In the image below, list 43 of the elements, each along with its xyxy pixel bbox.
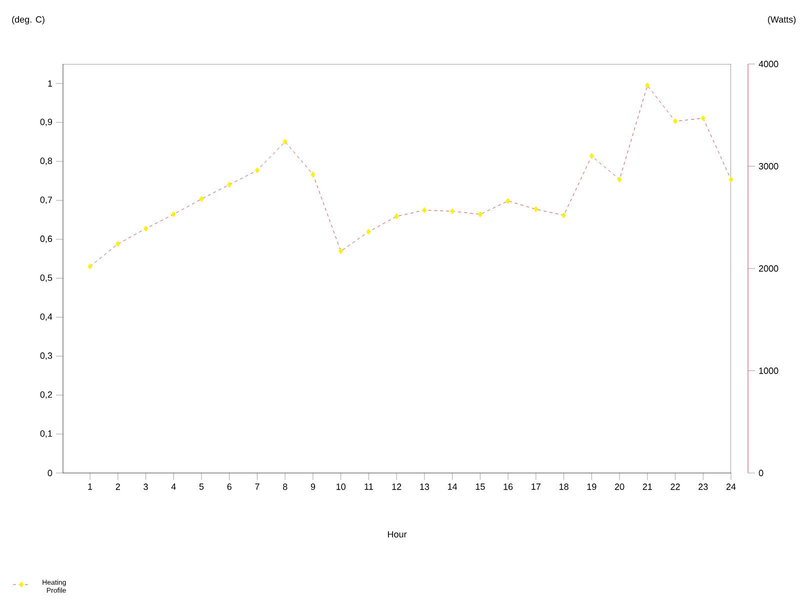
y-tick-label: 0,7 — [40, 196, 52, 204]
x-tick-label: 20 — [614, 484, 624, 490]
x-tick-label: 23 — [698, 484, 708, 490]
y2-tick-label: 4000 — [758, 60, 778, 68]
y-tick-label: 0,2 — [40, 391, 52, 399]
x-tick-label: 17 — [532, 484, 540, 490]
y-tick-label: 0,3 — [40, 352, 52, 360]
y-tick-label: 0,1 — [40, 430, 52, 438]
y2-axis-title: (Watts) — [768, 16, 796, 24]
x-tick-label: 19 — [587, 484, 596, 490]
y-tick-label: 0 — [48, 470, 52, 476]
y2-tick-label: 2000 — [758, 265, 778, 272]
x-tick-label: 24 — [726, 484, 736, 490]
y-tick-label: 0,4 — [40, 313, 52, 321]
x-tick-label: 16 — [504, 484, 513, 490]
x-tick-label: 6 — [227, 484, 232, 490]
x-tick-label: 10 — [336, 484, 346, 490]
x-tick-label: 11 — [364, 484, 373, 490]
x-tick-label: 14 — [448, 484, 458, 490]
x-axis-title: Hour — [388, 531, 407, 538]
x-tick-label: 3 — [144, 484, 148, 490]
x-tick-label: 15 — [476, 484, 485, 490]
y-tick-label: 1 — [48, 80, 52, 87]
x-tick-label: 4 — [171, 484, 176, 490]
x-tick-label: 8 — [283, 484, 288, 490]
x-tick-label: 21 — [642, 484, 652, 490]
y-tick-label: 0,8 — [40, 158, 52, 166]
y-tick-label: 0,9 — [40, 118, 52, 126]
y-tick-label: 0,6 — [40, 236, 52, 243]
y2-tick-label: 0 — [758, 470, 764, 476]
x-tick-label: 12 — [392, 484, 402, 490]
x-tick-label: 13 — [420, 484, 430, 490]
y-tick-label: 0,5 — [40, 274, 52, 282]
x-tick-label: 7 — [255, 484, 260, 490]
x-tick-label: 1 — [88, 484, 92, 490]
y-axis-title: (deg. C) — [12, 16, 44, 24]
x-tick-label: 9 — [310, 484, 316, 490]
x-tick-label: 2 — [116, 484, 120, 490]
x-tick-label: 22 — [670, 484, 680, 490]
x-tick-label: 18 — [559, 484, 568, 490]
y2-tick-label: 1000 — [759, 368, 778, 374]
x-tick-label: 5 — [199, 484, 204, 490]
y2-tick-label: 3000 — [758, 163, 778, 170]
